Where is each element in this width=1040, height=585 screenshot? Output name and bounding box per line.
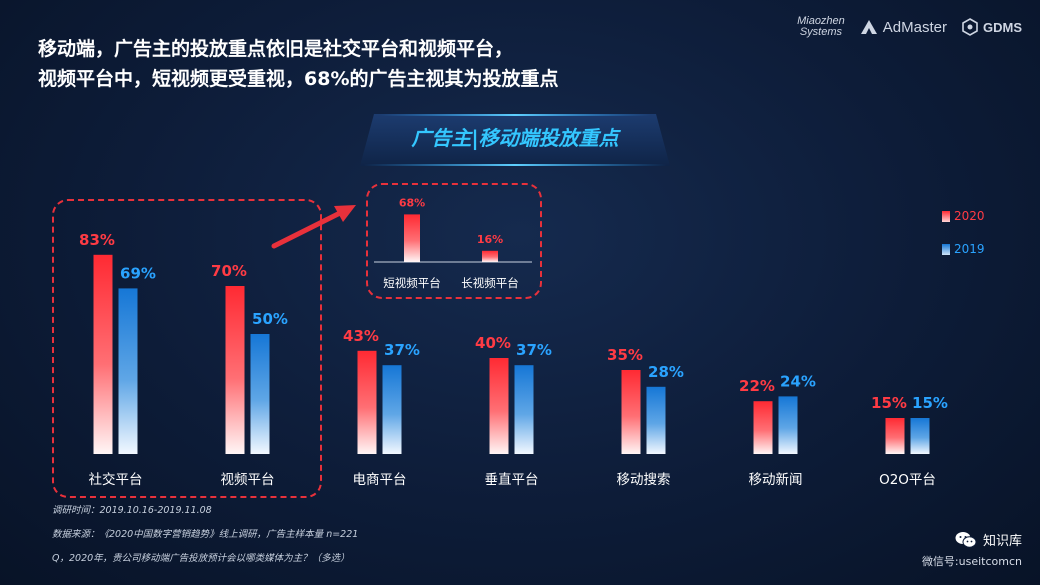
data-label-2020-6: 15% <box>871 394 907 412</box>
admaster-logo: AdMaster <box>859 18 947 36</box>
inset-bar-0 <box>404 214 420 262</box>
bar-2020-3 <box>489 358 509 454</box>
inset-bar-1 <box>482 250 498 262</box>
bar-2020-1 <box>225 286 245 454</box>
watermark-id: 微信号:useitcomcn <box>921 555 1022 568</box>
bar-2019-4 <box>646 386 666 454</box>
data-label-2019-6: 15% <box>912 394 948 412</box>
footnote-question: Q，2020年，贵公司移动端广告投放预计会以哪类媒体为主？（多选） <box>52 553 350 564</box>
watermark: 知识库 微信号:useitcomcn <box>922 530 1022 569</box>
miaozhen-logo: Miaozhen Systems <box>797 15 845 38</box>
admaster-mark-icon <box>860 20 877 34</box>
logo-bar: Miaozhen Systems AdMaster GDMS <box>797 16 1022 38</box>
category-label-0: 社交平台 <box>89 471 143 488</box>
inset-bar-chart: 68% 短视频平台 16% 长视频平台 <box>374 196 532 290</box>
legend-swatch-2020 <box>942 210 950 222</box>
wechat-icon <box>955 531 977 548</box>
category-label-1: 视频平台 <box>221 472 275 488</box>
legend-2019: 2019 <box>942 242 985 256</box>
data-label-2019-0: 69% <box>120 264 156 282</box>
data-label-2019-5: 24% <box>780 372 816 390</box>
highlight-box-main <box>52 199 322 498</box>
legend-label-2019: 2019 <box>954 242 985 256</box>
headline-line-1: 移动端，广告主的投放重点依旧是社交平台和视频平台， <box>38 38 514 60</box>
gdms-logo: GDMS <box>961 18 1022 36</box>
bar-2019-0 <box>118 288 138 454</box>
bar-2020-5 <box>753 401 773 454</box>
legend: 2020 <box>942 209 985 223</box>
gdms-mark-icon <box>962 18 978 36</box>
category-label-2: 电商平台 <box>353 472 407 488</box>
inset-category-label-1: 长视频平台 <box>461 276 519 290</box>
bar-2020-6 <box>885 418 905 454</box>
data-label-2019-4: 28% <box>648 363 684 381</box>
bar-2019-6 <box>910 418 930 454</box>
watermark-name: 知识库 <box>982 534 1022 549</box>
inset-data-label-1: 16% <box>477 233 503 246</box>
data-label-2020-0: 83% <box>79 231 115 249</box>
data-label-2020-2: 43% <box>343 327 379 345</box>
category-label-4: 移动搜索 <box>617 472 671 488</box>
category-label-5: 移动新闻 <box>749 472 803 488</box>
bar-2019-3 <box>514 365 534 454</box>
legend-label-2020: 2020 <box>954 209 985 223</box>
data-label-2020-3: 40% <box>475 334 511 352</box>
chart-title: 广告主|移动端投放重点 <box>411 126 619 150</box>
data-label-2019-1: 50% <box>252 310 288 328</box>
inset-category-label-0: 短视频平台 <box>383 276 441 290</box>
bar-2019-1 <box>250 334 270 454</box>
highlight-box-inset <box>366 183 542 299</box>
legend-swatch-2019 <box>942 243 950 255</box>
data-label-2020-4: 35% <box>607 346 643 364</box>
bar-2019-2 <box>382 365 402 454</box>
category-label-6: O2O平台 <box>879 472 936 488</box>
chart-title-banner: 广告主|移动端投放重点 <box>360 112 670 168</box>
bar-2020-2 <box>357 350 377 454</box>
legend-item-2020: 2020 <box>942 209 985 223</box>
footnote-period: 调研时间：2019.10.16-2019.11.08 <box>52 505 212 516</box>
headline-line-2: 视频平台中，短视频更受重视，68%的广告主视其为投放重点 <box>38 68 559 90</box>
data-label-2020-1: 70% <box>211 262 247 280</box>
inset-data-label-0: 68% <box>399 196 425 209</box>
banner-shape <box>360 114 670 166</box>
callout-arrow <box>271 205 356 249</box>
data-label-2019-2: 37% <box>384 341 420 359</box>
main-bar-chart: 83% 69% 社交平台 70% 50% 视频平台 43% 37% 电商平台 40% 37% 垂直平台… <box>79 231 948 488</box>
headline: 移动端，广告主的投放重点依旧是社交平台和视频平台， 视频平台中，短视频更受重视，… <box>38 34 558 94</box>
data-label-2020-5: 22% <box>739 377 775 395</box>
data-label-2019-3: 37% <box>516 341 552 359</box>
bar-2019-5 <box>778 396 798 454</box>
footnote-source: 数据来源：《2020中国数字营销趋势》线上调研，广告主样本量 n=221 <box>52 529 359 540</box>
bar-2020-0 <box>93 254 113 454</box>
category-label-3: 垂直平台 <box>485 472 539 488</box>
bar-2020-4 <box>621 370 641 454</box>
legend-item-2019: 2019 <box>942 242 985 256</box>
